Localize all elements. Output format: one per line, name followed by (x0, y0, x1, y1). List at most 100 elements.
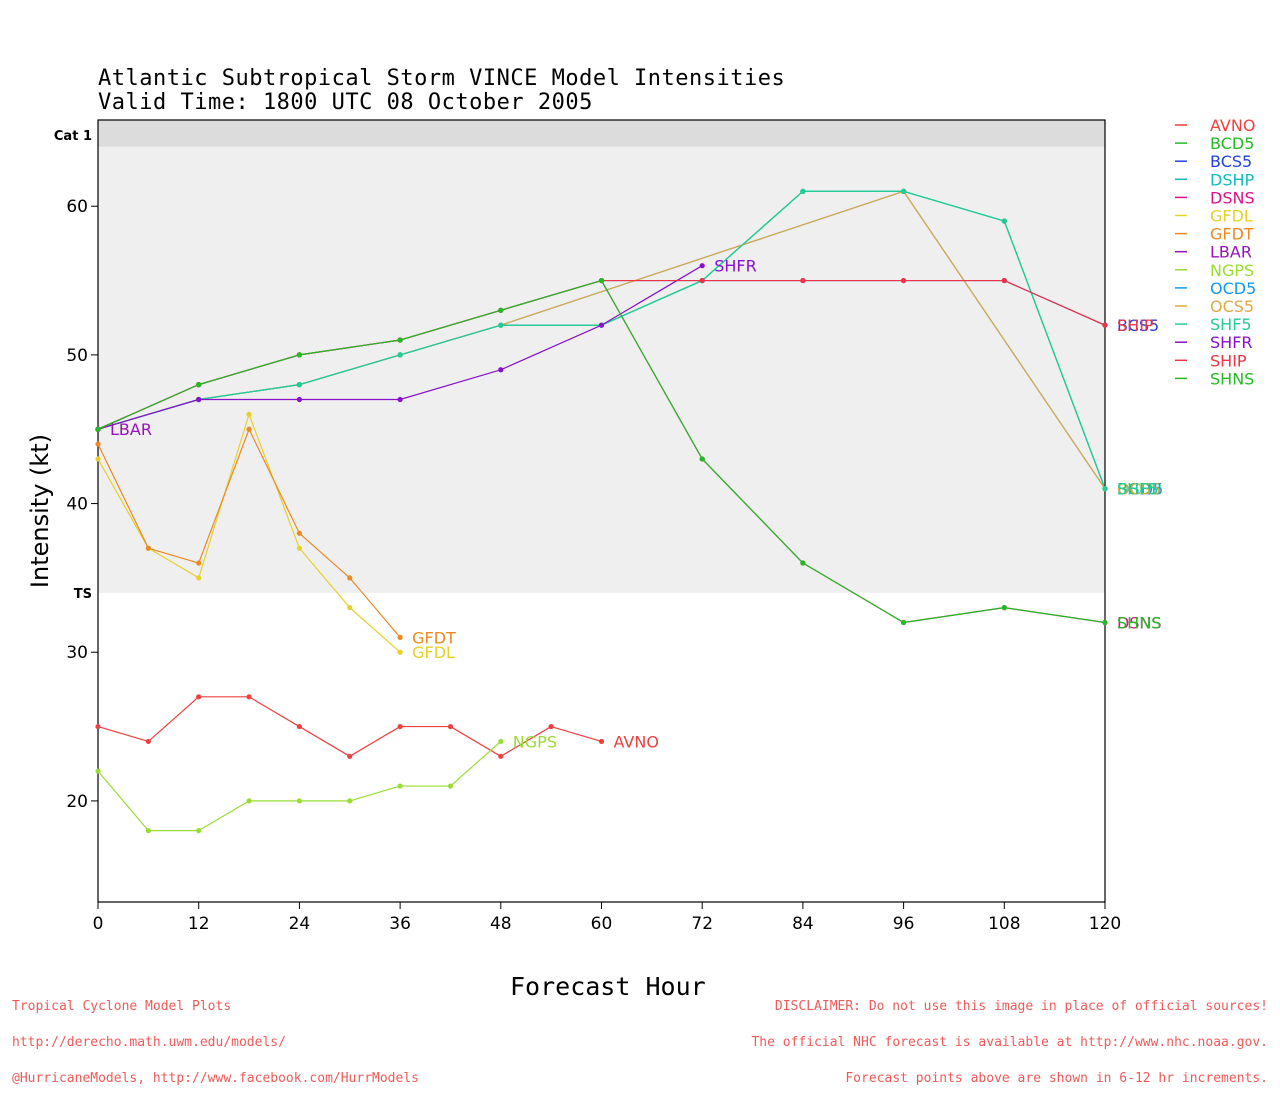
data-point-gfdl (246, 411, 252, 417)
footer-right-line: The official NHC forecast is available a… (751, 1035, 1268, 1050)
chart-title: Atlantic Subtropical Storm VINCE Model I… (98, 66, 786, 91)
x-axis-label: Forecast Hour (510, 972, 706, 1001)
series-line-ngps (97, 740, 502, 832)
data-point-gfdt (347, 575, 353, 581)
data-point-avno (347, 753, 353, 759)
legend-entry: SHFR (1210, 333, 1253, 352)
footer-left-line: http://derecho.math.uwm.edu/models/ (12, 1035, 286, 1050)
data-point-shns (1102, 619, 1108, 626)
x-tick-label: 36 (389, 914, 411, 934)
legend-entry: SHF5 (1210, 315, 1252, 334)
data-point-ship (901, 277, 907, 284)
footer-right-line: DISCLAIMER: Do not use this image in pla… (774, 999, 1268, 1014)
y-tick-label: 60 (66, 197, 88, 217)
legend-entry: GFDT (1210, 225, 1254, 244)
series-end-label: BCS5 (1117, 316, 1159, 335)
legend-entry: SHNS (1210, 369, 1254, 388)
data-point-ngps (498, 738, 504, 745)
data-point-ngps (145, 828, 151, 834)
data-point-avno (548, 723, 554, 730)
legend-entry: OCD5 (1210, 279, 1256, 298)
data-point-ngps (95, 768, 101, 774)
intensity-chart: TS Cat 1 0 12 24 36 48 60 72 84 96 108 120 20 30 40 50 60… (26, 116, 1256, 934)
data-point-shf5 (296, 382, 302, 388)
x-tick-label: 12 (188, 914, 210, 934)
x-tick-label: 108 (988, 914, 1020, 934)
data-point-shns (196, 382, 202, 388)
y-tick-label: 50 (66, 346, 88, 366)
x-tick-label: 0 (93, 914, 104, 934)
legend-entry: DSNS (1210, 188, 1255, 207)
series-end-label: GFDT (412, 628, 456, 647)
data-point-ngps (347, 798, 353, 804)
data-point-avno (447, 723, 454, 730)
data-point-shf5 (1102, 486, 1108, 492)
x-tick-label: 84 (792, 914, 814, 934)
data-point-shns (901, 619, 907, 626)
series-end-label: OCD5 (1117, 480, 1163, 499)
series-end-label: SHIP (1117, 316, 1154, 335)
data-point-shns (598, 277, 605, 284)
series-end-label: DSHP (1117, 480, 1162, 499)
footer-left-line: Tropical Cyclone Model Plots (12, 999, 232, 1014)
data-point-ship (1102, 322, 1108, 328)
series-end-label: OCS5 (1117, 480, 1161, 499)
series-end-label: LBAR (110, 420, 152, 439)
data-point-shfr (699, 263, 705, 269)
y-tick-label: 30 (66, 643, 88, 663)
data-point-avno (498, 753, 504, 759)
data-point-shns (296, 352, 302, 358)
series-end-label: SHNS (1117, 614, 1161, 633)
data-point-ship (800, 277, 806, 284)
data-point-gfdt (145, 545, 151, 551)
data-point-gfdl (347, 605, 353, 611)
data-point-ngps (196, 828, 202, 834)
legend-entry: AVNO (1210, 116, 1255, 135)
x-tick-label: 120 (1089, 914, 1121, 934)
data-point-shf5 (498, 322, 504, 328)
x-tick-label: 48 (490, 914, 512, 934)
legend-entry: DSHP (1210, 170, 1255, 189)
data-point-gfdl (95, 456, 101, 462)
y-tick-label: 20 (66, 792, 88, 812)
data-point-ngps (296, 798, 302, 804)
data-point-shf5 (800, 188, 806, 194)
data-point-gfdt (296, 530, 302, 536)
data-point-gfdl (397, 649, 403, 655)
data-point-ngps (447, 783, 454, 789)
data-point-gfdl (296, 545, 302, 551)
data-point-shfr (598, 322, 605, 328)
x-tick-label: 24 (289, 914, 311, 934)
x-tick-label: 72 (691, 914, 713, 934)
category-band (98, 120, 1105, 147)
data-point-ship (1001, 277, 1007, 284)
data-point-gfdt (246, 426, 252, 432)
x-tick-label: 60 (591, 914, 613, 934)
data-point-shf5 (397, 352, 403, 358)
data-point-gfdt (196, 560, 202, 566)
footer-left: Tropical Cyclone Model Plots http://dere… (12, 977, 419, 1097)
footer-left-line: @HurricaneModels, http://www.facebook.co… (12, 1071, 419, 1086)
series-end-label: SHFR (714, 257, 757, 276)
legend-entry: GFDL (1210, 207, 1253, 226)
data-point-shf5 (1001, 218, 1007, 224)
legend-entry: OCS5 (1210, 297, 1254, 316)
legend-entry: LBAR (1210, 243, 1252, 262)
series-end-label: GFDL (412, 643, 455, 662)
data-point-avno (598, 738, 605, 745)
data-point-shns (1001, 605, 1007, 611)
data-point-gfdt (95, 441, 101, 447)
y-tick-label: 40 (66, 495, 88, 515)
series-end-label: AVNO (614, 732, 659, 751)
legend-entry: SHIP (1210, 351, 1247, 370)
category-label: TS (74, 587, 92, 602)
data-point-avno (145, 738, 151, 745)
data-point-shfr (498, 367, 504, 373)
data-point-gfdt (397, 634, 403, 640)
data-point-shns (95, 426, 101, 432)
data-point-shf5 (901, 188, 907, 194)
series-end-label: NGPS (513, 732, 557, 751)
x-tick-label: 96 (893, 914, 915, 934)
data-point-shns (498, 307, 504, 313)
data-point-ngps (246, 798, 252, 804)
